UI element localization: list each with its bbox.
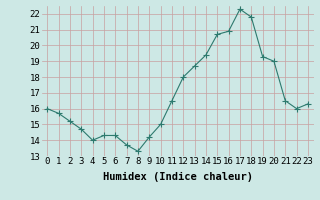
X-axis label: Humidex (Indice chaleur): Humidex (Indice chaleur)	[103, 172, 252, 182]
